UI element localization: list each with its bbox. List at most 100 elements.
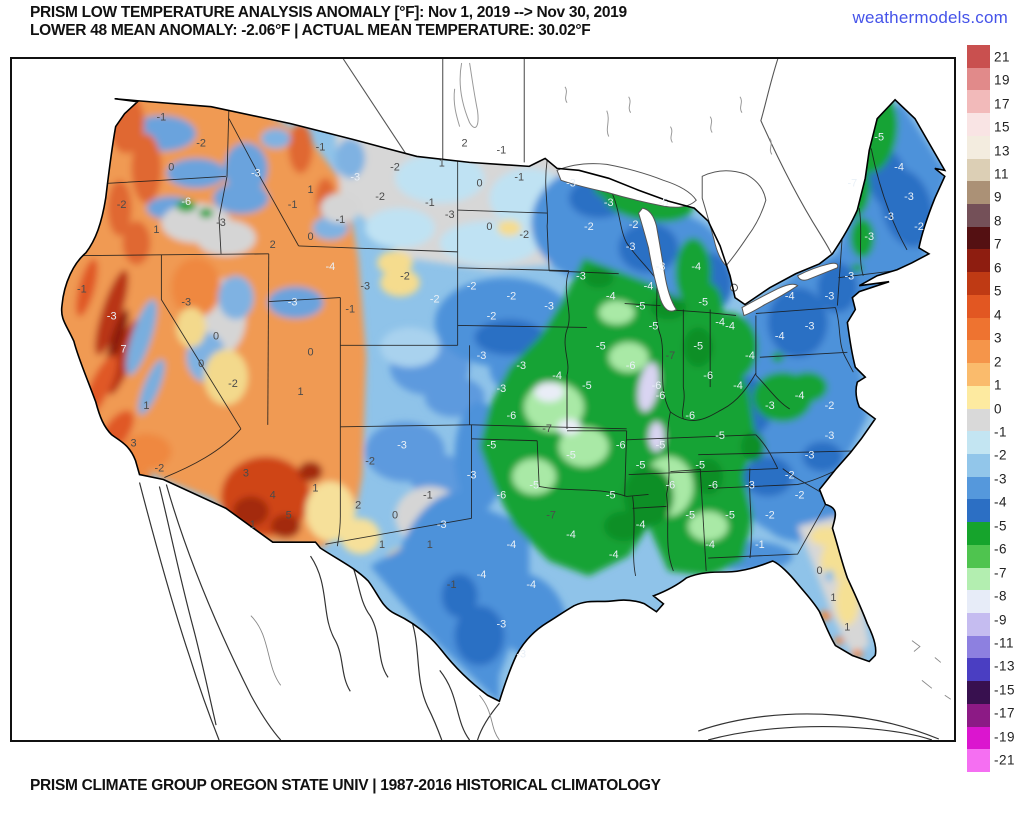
anomaly-value-label: -1	[425, 197, 435, 209]
colorbar-segment	[967, 363, 990, 386]
anomaly-value-label: 1	[427, 539, 433, 551]
colorbar-segment	[967, 317, 990, 341]
anomaly-value-label: -3	[181, 297, 191, 309]
anomaly-value-label: -3	[626, 241, 636, 253]
anomaly-value-label: 1	[250, 519, 256, 531]
colorbar-segment	[967, 612, 990, 636]
anomaly-value-label: -2	[155, 463, 165, 475]
anomaly-value-label: -3	[544, 301, 554, 313]
anomaly-value-label: -4	[506, 539, 516, 551]
anomaly-value-label: -5	[693, 340, 703, 352]
colorbar-tick-label: 5	[994, 283, 1003, 299]
colorbar-segment	[967, 431, 990, 454]
us-temperature-anomaly-map: -1 -2 0 -2 -6 1 -3 -3 -1 0 2 -1 -3 -2 -1 -1 -2 1 2 -1 1 0 -1 -3…	[60, 59, 952, 740]
mexico-geography	[138, 482, 952, 740]
colorbar-tick-label: -8	[994, 588, 1008, 604]
anomaly-value-label: -2	[795, 489, 805, 501]
colorbar-segment	[967, 408, 990, 432]
anomaly-value-label: -3	[350, 171, 360, 183]
anomaly-value-label: -6	[626, 360, 636, 372]
colorbar-segment	[967, 113, 990, 136]
anomaly-fill-layer	[61, 98, 945, 702]
anomaly-value-label: -4	[715, 316, 725, 328]
anomaly-value-label: -3	[397, 440, 407, 452]
anomaly-value-label: -5	[874, 132, 884, 144]
anomaly-value-label: -5	[596, 340, 606, 352]
colorbar-tick-label: -4	[994, 494, 1008, 510]
colorbar-segment	[967, 544, 990, 568]
colorbar-tick-label: 7	[994, 236, 1003, 252]
anomaly-value-label: -5	[487, 440, 497, 452]
anomaly-value-label: -3	[288, 297, 298, 309]
anomaly-value-label: 0	[168, 161, 174, 173]
anomaly-value-labels: -1 -2 0 -2 -6 1 -3 -3 -1 0 2 -1 -3 -2 -1 -1 -2 1 2 -1 1 0 -1 -3…	[77, 112, 924, 661]
anomaly-value-label: 1	[844, 622, 850, 634]
anomaly-value-label: -4	[725, 320, 735, 332]
anomaly-value-label: 1	[153, 224, 159, 236]
anomaly-value-label: -5	[566, 450, 576, 462]
anomaly-value-label: -6	[708, 479, 718, 491]
anomaly-value-label: -6	[652, 380, 662, 392]
anomaly-value-label: 0	[307, 346, 313, 358]
anomaly-value-label: -4	[785, 291, 795, 303]
anomaly-value-label: -3	[445, 209, 455, 221]
anomaly-value-label: -5	[636, 301, 646, 313]
anomaly-value-label: -3	[805, 320, 815, 332]
map-title: PRISM LOW TEMPERATURE ANALYSIS ANOMALY […	[30, 4, 627, 40]
anomaly-value-label: -6	[181, 196, 191, 208]
anomaly-value-label: -6	[497, 489, 507, 501]
anomaly-value-label: -5	[606, 489, 616, 501]
anomaly-value-label: 0	[486, 221, 492, 233]
colorbar-segment	[967, 453, 990, 477]
anomaly-value-label: -2	[117, 199, 127, 211]
map-frame: -1 -2 0 -2 -6 1 -3 -3 -1 0 2 -1 -3 -2 -1 -1 -2 1 2 -1 1 0 -1 -3…	[10, 57, 956, 742]
anomaly-value-label: -2	[584, 221, 594, 233]
anomaly-value-label: -2	[375, 191, 385, 203]
anomaly-value-label: -5	[649, 320, 659, 332]
anomaly-value-label: 0	[816, 565, 822, 577]
colorbar-tick-label: -13	[994, 658, 1016, 674]
anomaly-value-label: -4	[606, 291, 616, 303]
anomaly-value-label: -5	[636, 460, 646, 472]
anomaly-value-label: -3	[497, 619, 507, 631]
anomaly-value-label: 0	[198, 358, 204, 370]
anomaly-value-label: -2	[365, 456, 375, 468]
anomaly-value-label: -4	[552, 370, 562, 382]
anomaly-value-label: -1	[497, 144, 507, 156]
colorbar-tick-label: -2	[994, 447, 1008, 463]
anomaly-value-label: -4	[326, 261, 336, 273]
anomaly-value-label: -4	[705, 539, 715, 551]
anomaly-value-label: -4	[609, 549, 619, 561]
colorbar-tick-label: -1	[994, 424, 1008, 440]
colorbar-segment	[967, 703, 990, 727]
anomaly-value-label: -3	[745, 479, 755, 491]
anomaly-value-label: -5	[695, 460, 705, 472]
anomaly-value-label: -6	[616, 440, 626, 452]
colorbar-tick-label: -7	[994, 565, 1008, 581]
colorbar-tick-label: 21	[994, 49, 1011, 65]
colorbar-tick-label: 17	[994, 96, 1011, 112]
anomaly-value-label: -2	[487, 310, 497, 322]
anomaly-value-label: -4	[477, 569, 487, 581]
anomaly-value-label: -3	[107, 310, 117, 322]
colorbar-segment	[967, 590, 990, 613]
colorbar-segment	[967, 67, 990, 91]
colorbar-segment	[967, 272, 990, 295]
brand-link[interactable]: weathermodels.com	[852, 8, 1008, 27]
anomaly-value-label: -6	[666, 479, 676, 491]
anomaly-value-label: -4	[795, 390, 805, 402]
lake-michigan	[638, 207, 678, 312]
anomaly-value-label: -1	[77, 284, 87, 296]
anomaly-value-label: -5	[582, 380, 592, 392]
anomaly-value-label: -4	[691, 261, 701, 273]
anomaly-value-label: -3	[437, 519, 447, 531]
anomaly-value-label: -5	[725, 509, 735, 521]
title-line-2: LOWER 48 MEAN ANOMALY: -2.06°F | ACTUAL …	[30, 22, 591, 39]
anomaly-value-label: -3	[805, 450, 815, 462]
colorbar-tick-label: -9	[994, 612, 1008, 628]
anomaly-value-label: -3	[864, 231, 874, 243]
colorbar-tick-label: 19	[994, 72, 1011, 88]
anomaly-value-label: 0	[476, 177, 482, 189]
colorbar-tick-label: 8	[994, 213, 1003, 229]
anomaly-value-label: -3	[904, 191, 914, 203]
